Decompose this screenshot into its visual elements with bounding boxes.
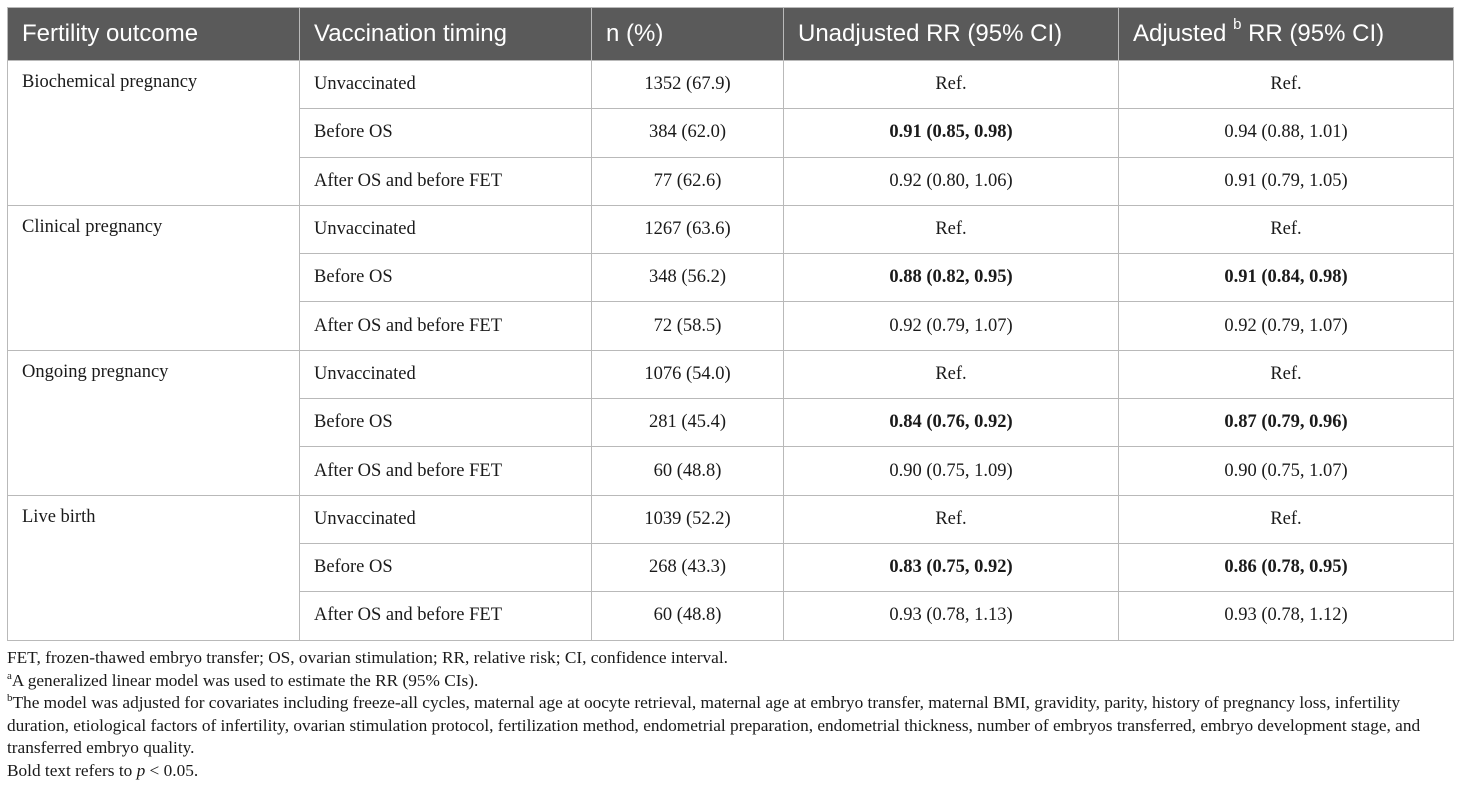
bold-significance-note: Bold text refers to p < 0.05. — [7, 760, 1453, 783]
table-body: Biochemical pregnancy Unvaccinated 1352 (6… — [7, 59, 1454, 641]
table-row: Before OS 384 (62.0) 0.91 (0.85, 0.98) 0.94… — [8, 108, 1454, 158]
header-n-percent: n (%) — [591, 7, 784, 61]
footnote-b: bThe model was adjusted for covariates i… — [7, 692, 1453, 760]
table-row: After OS and before FET 60 (48.8) 0.93 (0.… — [8, 591, 1454, 641]
abbreviations-note: FET, frozen-thawed embryo transfer; OS, … — [7, 648, 728, 667]
adjusted-rr-cell: 0.86 (0.78, 0.95) — [1118, 542, 1454, 593]
vaccination-timing-cell: After OS and before FET — [299, 591, 592, 641]
table-row: Clinical pregnancy Unvaccinated 1267 (63.6… — [7, 204, 1454, 351]
adjusted-rr-cell: 0.91 (0.79, 1.05) — [1118, 156, 1454, 206]
adjusted-rr-cell: 0.92 (0.79, 1.07) — [1118, 301, 1454, 351]
table-header-row: Fertility outcome Vaccination timing n (… — [7, 7, 1454, 61]
unadjusted-rr-cell: 0.90 (0.75, 1.09) — [783, 446, 1119, 496]
unadjusted-rr-cell: Ref. — [783, 204, 1119, 255]
adjusted-rr-cell: Ref. — [1118, 494, 1454, 544]
bold-note-p-symbol: p — [136, 760, 146, 780]
table-row: Live birth Unvaccinated 1039 (52.2) Ref. Ref… — [7, 494, 1454, 641]
unadjusted-rr-cell: Ref. — [783, 59, 1119, 110]
n-percent-cell: 268 (43.3) — [591, 542, 784, 593]
unadjusted-rr-cell: Ref. — [783, 349, 1119, 400]
unadjusted-rr-cell: 0.93 (0.78, 1.13) — [783, 591, 1119, 641]
footnote-b-text: The model was adjusted for covariates in… — [7, 693, 1421, 758]
n-percent-cell: 384 (62.0) — [591, 108, 784, 158]
adjusted-rr-cell: 0.87 (0.79, 0.96) — [1118, 398, 1454, 448]
adjusted-rr-cell: Ref. — [1118, 204, 1454, 255]
unadjusted-rr-cell: 0.88 (0.82, 0.95) — [783, 253, 1119, 303]
bold-note-suffix: < 0.05. — [145, 760, 199, 780]
n-percent-cell: 1076 (54.0) — [591, 349, 784, 400]
table-row: Before OS 281 (45.4) 0.84 (0.76, 0.92) 0.87… — [8, 398, 1454, 448]
adjusted-rr-cell: 0.94 (0.88, 1.01) — [1118, 108, 1454, 158]
adjusted-rr-cell: 0.93 (0.78, 1.12) — [1118, 591, 1454, 641]
table-footnotes: FET, frozen-thawed embryo transfer; OS, … — [7, 647, 1453, 783]
vaccination-timing-cell: Before OS — [299, 108, 592, 158]
n-percent-cell: 60 (48.8) — [591, 591, 784, 641]
results-table-container: Fertility outcome Vaccination timing n (… — [7, 7, 1454, 641]
n-percent-cell: 77 (62.6) — [591, 156, 784, 206]
vaccination-timing-cell: Unvaccinated — [299, 349, 592, 400]
header-adjusted-footnote-marker: b — [1233, 16, 1242, 33]
bold-note-prefix: Bold text refers to — [7, 760, 137, 780]
table-row: Before OS 348 (56.2) 0.88 (0.82, 0.95) 0.91… — [8, 253, 1454, 303]
n-percent-cell: 1267 (63.6) — [591, 204, 784, 255]
unadjusted-rr-cell: Ref. — [783, 494, 1119, 544]
footnote-a-text: A generalized linear model was used to e… — [11, 670, 479, 690]
adjusted-rr-cell: Ref. — [1118, 349, 1454, 400]
vaccination-timing-cell: Unvaccinated — [299, 494, 592, 544]
adjusted-rr-cell: 0.91 (0.84, 0.98) — [1118, 253, 1454, 303]
unadjusted-rr-cell: 0.83 (0.75, 0.92) — [783, 542, 1119, 593]
vaccination-timing-cell: Before OS — [299, 542, 592, 593]
fertility-outcome-cell: Ongoing pregnancy — [7, 349, 300, 496]
fertility-outcome-cell: Biochemical pregnancy — [7, 60, 300, 206]
n-percent-cell: 348 (56.2) — [591, 253, 784, 303]
table-row: After OS and before FET 77 (62.6) 0.92 (0.… — [8, 156, 1454, 206]
unadjusted-rr-cell: 0.92 (0.79, 1.07) — [783, 301, 1119, 351]
table-row: Ongoing pregnancy Unvaccinated 1076 (54.0)… — [7, 349, 1454, 496]
adjusted-rr-cell: 0.90 (0.75, 1.07) — [1118, 446, 1454, 496]
fertility-outcome-cell: Clinical pregnancy — [7, 204, 300, 351]
header-adjusted-label: Adjusted — [1133, 20, 1227, 47]
table-row: Before OS 268 (43.3) 0.83 (0.75, 0.92) 0.86… — [8, 542, 1454, 593]
vaccination-timing-cell: Before OS — [299, 253, 592, 303]
adjusted-rr-cell: Ref. — [1118, 59, 1454, 110]
header-adjusted-rr: Adjusted b RR (95% CI) — [1118, 7, 1454, 61]
vaccination-timing-cell: After OS and before FET — [299, 156, 592, 206]
unadjusted-rr-cell: 0.84 (0.76, 0.92) — [783, 398, 1119, 448]
footnote-a-marker: a — [7, 669, 12, 682]
vaccination-timing-cell: Before OS — [299, 398, 592, 448]
vaccination-timing-cell: Unvaccinated — [299, 204, 592, 255]
fertility-outcome-cell: Live birth — [7, 494, 300, 641]
unadjusted-rr-cell: 0.92 (0.80, 1.06) — [783, 156, 1119, 206]
n-percent-cell: 60 (48.8) — [591, 446, 784, 496]
vaccination-timing-cell: Unvaccinated — [299, 59, 592, 110]
unadjusted-rr-cell: 0.91 (0.85, 0.98) — [783, 108, 1119, 158]
footnote-a: aA generalized linear model was used to … — [7, 670, 1453, 693]
header-vaccination-timing: Vaccination timing — [299, 7, 592, 61]
footnote-b-marker: b — [7, 692, 13, 705]
n-percent-cell: 1352 (67.9) — [591, 59, 784, 110]
table-row: After OS and before FET 60 (48.8) 0.90 (0.… — [8, 446, 1454, 496]
header-adjusted-rr-label: RR (95% CI) — [1241, 20, 1385, 47]
results-table: Fertility outcome Vaccination timing n (… — [7, 7, 1454, 641]
n-percent-cell: 281 (45.4) — [591, 398, 784, 448]
table-row: Biochemical pregnancy Unvaccinated 1352 (6… — [7, 59, 1454, 206]
table-row: After OS and before FET 72 (58.5) 0.92 (0.… — [8, 301, 1454, 351]
header-fertility-outcome: Fertility outcome — [7, 7, 300, 61]
vaccination-timing-cell: After OS and before FET — [299, 301, 592, 351]
n-percent-cell: 72 (58.5) — [591, 301, 784, 351]
n-percent-cell: 1039 (52.2) — [591, 494, 784, 544]
vaccination-timing-cell: After OS and before FET — [299, 446, 592, 496]
header-unadjusted-rr: Unadjusted RR (95% CI) — [783, 7, 1119, 61]
